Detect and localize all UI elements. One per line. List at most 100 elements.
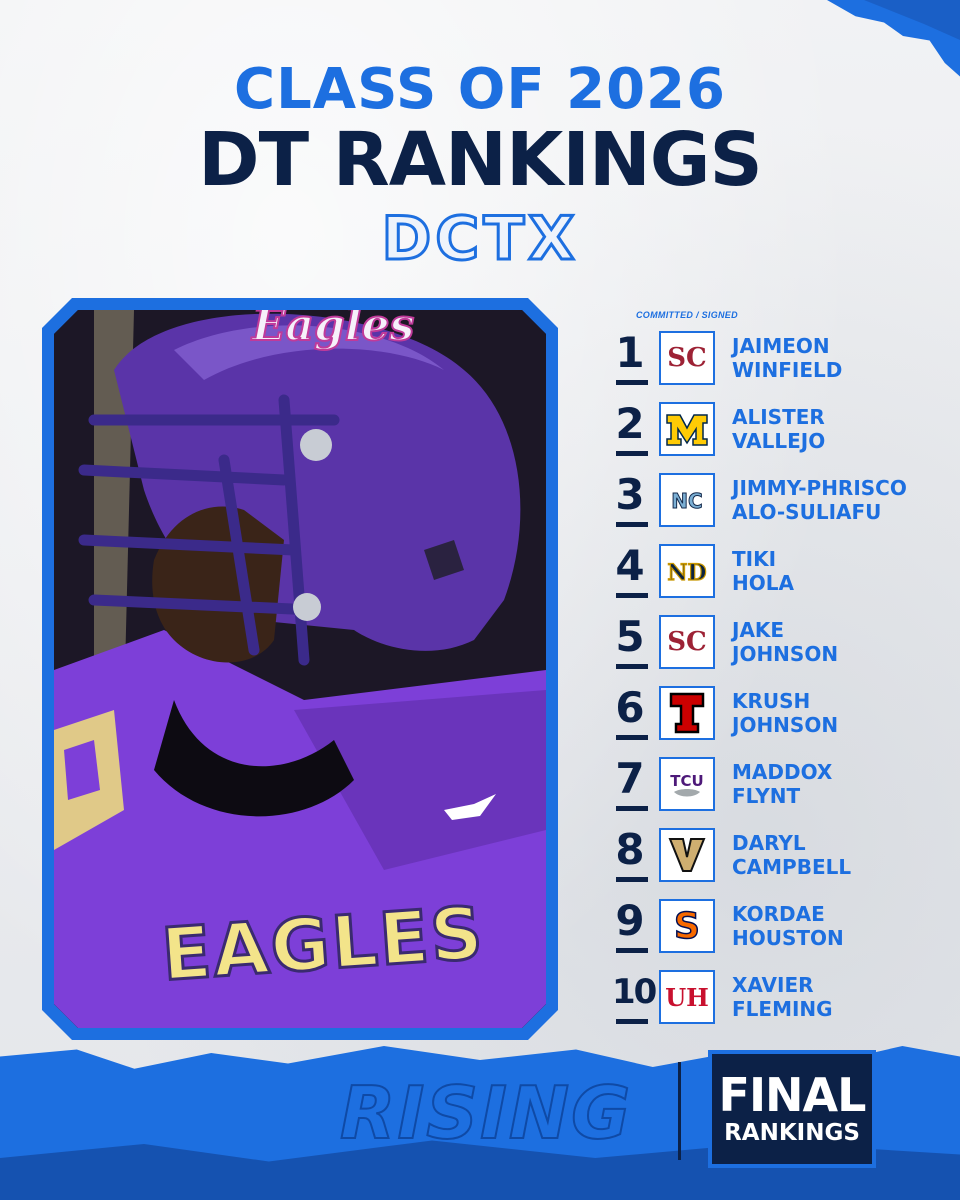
rank-underline xyxy=(616,593,648,598)
rank-underline xyxy=(616,380,648,385)
player-first-name: KORDAE xyxy=(732,902,825,926)
rising-logo: RISING xyxy=(339,1070,633,1156)
player-name: MADDOX FLYNT xyxy=(732,760,954,808)
player-last-name: FLYNT xyxy=(732,784,801,808)
svg-text:S: S xyxy=(674,906,700,947)
syracuse-logo-icon: S xyxy=(667,904,707,948)
rank-number: 8 xyxy=(615,825,645,874)
usc-logo-icon: SC xyxy=(665,620,709,664)
player-last-name: HOLA xyxy=(732,571,794,595)
brand-logo: DCTX xyxy=(380,204,579,274)
player-last-name: FLEMING xyxy=(732,997,833,1021)
texas-tech-logo-icon xyxy=(667,690,707,736)
player-name: DARYL CAMPBELL xyxy=(732,831,954,879)
rank-number: 1 xyxy=(615,328,645,377)
ranking-row: 3 NC JIMMY-PHRISCO ALO-SULIAFU xyxy=(612,466,952,537)
player-name: JAKE JOHNSON xyxy=(732,618,954,666)
player-name: JIMMY-PHRISCO ALO-SULIAFU xyxy=(732,476,954,524)
ranking-row: 6 KRUSH JOHNSON xyxy=(612,679,952,750)
ranking-row: 2 ALISTER VALLEJO xyxy=(612,395,952,466)
svg-text:SC: SC xyxy=(667,627,706,657)
player-photo: Eagles EAGLES xyxy=(54,310,546,1028)
rank-underline xyxy=(616,735,648,740)
player-first-name: XAVIER xyxy=(732,973,814,997)
badge-rankings-text: RANKINGS xyxy=(724,1120,860,1146)
player-last-name: JOHNSON xyxy=(732,713,839,737)
ranking-row: 1 SC JAIMEON WINFIELD xyxy=(612,324,952,395)
player-photo-illustration: Eagles EAGLES xyxy=(54,310,546,1028)
school-logo-box: ND xyxy=(659,544,715,598)
player-first-name: KRUSH xyxy=(732,689,811,713)
header: CLASS OF 2026 DT RANKINGS DCTX xyxy=(0,57,960,274)
school-logo-box xyxy=(659,828,715,882)
badge-final-text: FINAL xyxy=(718,1068,867,1122)
usc-logo-icon: SC xyxy=(665,336,709,380)
school-logo-box: UH xyxy=(659,970,715,1024)
ranking-row: 5 SC JAKE JOHNSON xyxy=(612,608,952,679)
player-last-name: VALLEJO xyxy=(732,429,826,453)
svg-text:ND: ND xyxy=(667,560,706,586)
player-first-name: JIMMY-PHRISCO xyxy=(732,476,907,500)
school-logo-box: SC xyxy=(659,615,715,669)
player-name: JAIMEON WINFIELD xyxy=(732,334,954,382)
rankings-list: 1 SC JAIMEON WINFIELD 2 ALISTER VALLEJO 3 NC JIMM… xyxy=(612,324,952,1034)
player-name: KORDAE HOUSTON xyxy=(732,902,954,950)
school-logo-box xyxy=(659,402,715,456)
rank-underline xyxy=(616,948,648,953)
player-last-name: JOHNSON xyxy=(732,642,839,666)
title-class-year: CLASS OF 2026 xyxy=(234,57,726,122)
player-name: ALISTER VALLEJO xyxy=(732,405,954,453)
rank-number: 5 xyxy=(615,612,645,661)
school-logo-box: NC xyxy=(659,473,715,527)
player-last-name: HOUSTON xyxy=(732,926,844,950)
svg-text:NC: NC xyxy=(671,489,702,513)
player-first-name: ALISTER xyxy=(732,405,825,429)
school-logo-box: S xyxy=(659,899,715,953)
rank-number: 6 xyxy=(615,683,645,732)
rank-underline xyxy=(616,522,648,527)
player-first-name: JAKE xyxy=(732,618,785,642)
ranking-row: 10 UH XAVIER FLEMING xyxy=(612,963,952,1034)
rank-underline xyxy=(616,806,648,811)
rank-number: 4 xyxy=(615,541,645,590)
vanderbilt-logo-icon xyxy=(667,835,707,875)
player-last-name: CAMPBELL xyxy=(732,855,852,879)
player-first-name: JAIMEON xyxy=(732,334,830,358)
rank-number: 3 xyxy=(615,470,645,519)
rank-underline xyxy=(616,664,648,669)
rank-number: 7 xyxy=(615,754,645,803)
player-last-name: WINFIELD xyxy=(732,358,843,382)
rank-number: 9 xyxy=(615,896,645,945)
michigan-logo-icon xyxy=(664,409,710,449)
player-name: XAVIER FLEMING xyxy=(732,973,954,1021)
school-logo-box: SC xyxy=(659,331,715,385)
houston-logo-icon: UH xyxy=(665,977,709,1017)
notre-dame-logo-icon: ND xyxy=(665,551,709,591)
player-first-name: DARYL xyxy=(732,831,806,855)
player-first-name: MADDOX xyxy=(732,760,833,784)
footer-divider xyxy=(678,1062,681,1160)
rank-number: 2 xyxy=(615,399,645,448)
school-logo-box: TCU xyxy=(659,757,715,811)
ranking-row: 7 TCU MADDOX FLYNT xyxy=(612,750,952,821)
player-name: KRUSH JOHNSON xyxy=(732,689,954,737)
ranking-row: 9 S KORDAE HOUSTON xyxy=(612,892,952,963)
ranking-row: 8 DARYL CAMPBELL xyxy=(612,821,952,892)
helmet-decal: Eagles xyxy=(250,310,414,351)
player-first-name: TIKI xyxy=(732,547,777,571)
school-logo-box xyxy=(659,686,715,740)
player-name: TIKI HOLA xyxy=(732,547,954,595)
svg-text:UH: UH xyxy=(665,983,709,1012)
player-last-name: ALO-SULIAFU xyxy=(732,500,882,524)
ranking-row: 4 ND TIKI HOLA xyxy=(612,537,952,608)
committed-signed-label: COMMITTED / SIGNED xyxy=(636,310,738,320)
rank-underline xyxy=(616,451,648,456)
svg-text:TCU: TCU xyxy=(670,772,703,790)
rank-number: 10 xyxy=(612,972,657,1012)
final-rankings-badge: FINAL RANKINGS xyxy=(708,1050,876,1168)
tcu-logo-icon: TCU xyxy=(664,764,710,804)
north-carolina-logo-icon: NC xyxy=(665,480,709,520)
rank-underline xyxy=(616,877,648,882)
svg-text:SC: SC xyxy=(667,343,706,373)
rank-underline xyxy=(616,1019,648,1024)
